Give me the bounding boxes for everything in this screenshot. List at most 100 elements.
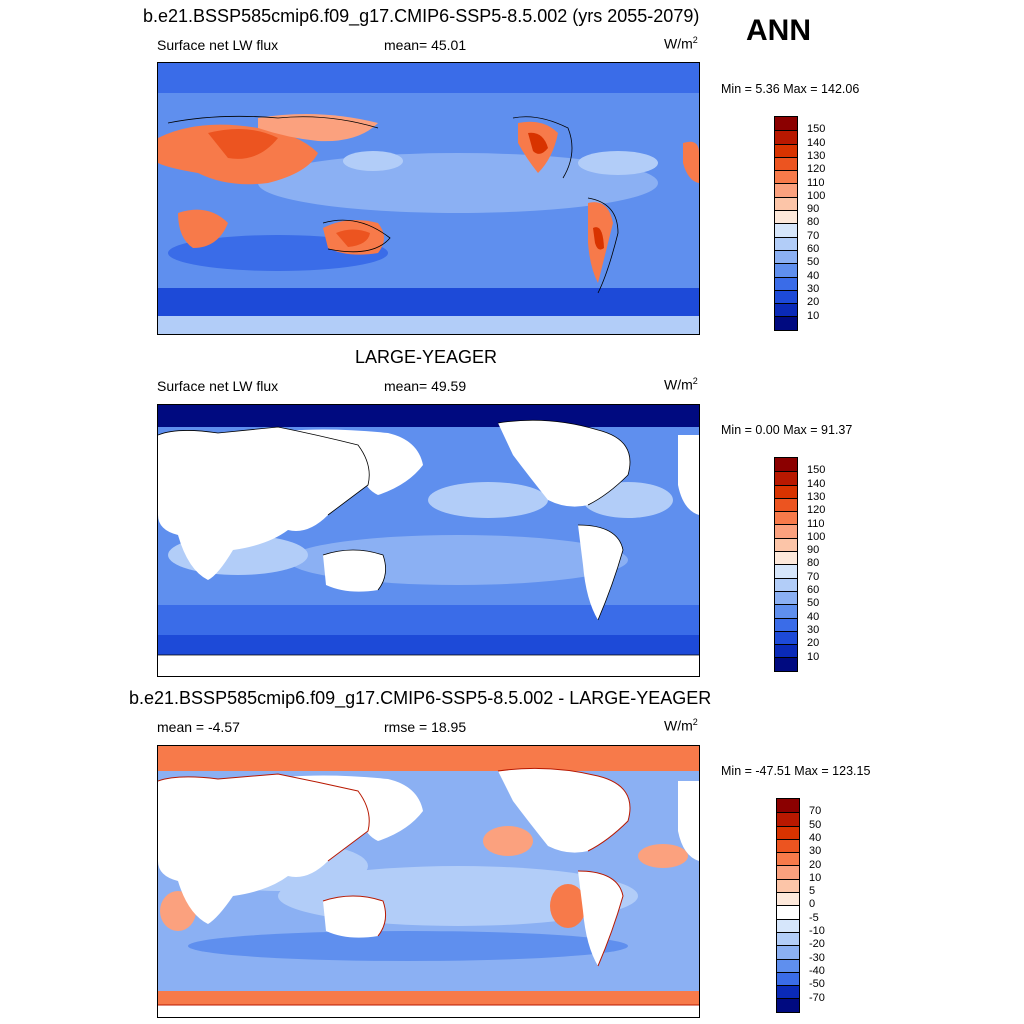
colorbar-label: -30: [809, 951, 825, 964]
colorbar-label: 90: [807, 203, 820, 216]
colorbar-label: 60: [807, 584, 820, 596]
colorbar-swatch: [775, 630, 797, 645]
panel-diff-rmse: rmse = 18.95: [384, 719, 467, 735]
colorbar-swatch: [775, 156, 797, 171]
colorbar-label: 120: [807, 163, 826, 176]
colorbar-swatch: [775, 276, 797, 290]
colorbar-label: 110: [807, 176, 825, 189]
colorbar-label: -20: [809, 938, 825, 951]
colorbar-swatch: [775, 644, 797, 658]
colorbar-swatch: [777, 892, 799, 906]
colorbar-label: 30: [809, 845, 822, 858]
colorbar-label: 5: [809, 885, 816, 898]
colorbar-swatch: [777, 958, 799, 972]
colorbar-swatch: [775, 617, 797, 631]
colorbar-swatch: [777, 918, 799, 932]
colorbar-label: 80: [807, 216, 820, 229]
panel-model-variable: Surface net LW flux: [157, 37, 279, 53]
panel-diff-mean: mean = -4.57: [157, 719, 240, 735]
colorbar-label: -50: [809, 978, 825, 991]
panel-obs-title: LARGE-YEAGER: [355, 347, 498, 367]
colorbar-label: 50: [807, 597, 820, 610]
colorbar-swatch: [777, 998, 799, 1012]
colorbar-label: -5: [809, 911, 819, 924]
colorbar-swatch: [777, 838, 799, 853]
colorbar-swatch: [775, 524, 797, 538]
colorbar-label: 40: [809, 831, 822, 844]
colorbar-label: -10: [809, 925, 825, 937]
colorbar-label: 150: [807, 464, 826, 477]
colorbar-swatch: [775, 564, 797, 578]
colorbar-label: 10: [807, 309, 820, 322]
colorbar-swatch: [775, 604, 797, 618]
colorbar-label: 100: [807, 189, 826, 202]
colorbar-label: 20: [807, 296, 820, 309]
colorbar-swatches: [774, 457, 798, 672]
colorbar-swatch: [775, 577, 797, 591]
colorbar-swatch: [775, 316, 797, 330]
colorbar-label: 80: [807, 557, 820, 570]
colorbar-swatch: [775, 497, 797, 512]
colorbar-label: 100: [807, 530, 826, 543]
colorbar-label: 90: [807, 544, 820, 557]
colorbar-swatch: [777, 931, 799, 946]
colorbar-label: 150: [807, 123, 826, 136]
colorbar-swatch: [775, 657, 797, 671]
colorbar-label: 140: [807, 136, 826, 149]
colorbar-swatch: [775, 236, 797, 250]
colorbar-swatch: [777, 971, 799, 986]
colorbar-swatch: [775, 484, 797, 498]
panel-obs-variable: Surface net LW flux: [157, 378, 279, 394]
colorbar-label: 70: [807, 229, 820, 242]
case-title: b.e21.BSSP585cmip6.f09_g17.CMIP6-SSP5-8.…: [143, 6, 700, 26]
colorbar-swatch: [775, 183, 797, 197]
colorbar-label: 130: [807, 490, 826, 503]
colorbar-swatch: [775, 210, 797, 224]
colorbar-swatch: [777, 852, 799, 866]
panel-model-mean: mean= 45.01: [384, 37, 467, 53]
colorbar-swatch: [777, 905, 799, 919]
colorbar-swatch: [775, 471, 797, 485]
colorbar-label: 70: [809, 805, 822, 818]
colorbar-swatch: [775, 537, 797, 552]
map-diff: [157, 745, 700, 1018]
colorbar-swatch: [777, 985, 799, 999]
colorbar-label: 40: [807, 269, 820, 282]
colorbar-swatch: [775, 117, 797, 131]
colorbar-label: 10: [807, 650, 820, 663]
colorbar-label: 110: [807, 517, 825, 530]
colorbar-swatch: [777, 878, 799, 893]
panel-diff-units: W/m2: [664, 717, 698, 734]
colorbar-swatch: [777, 799, 799, 813]
colorbar-label: 30: [807, 623, 820, 636]
colorbar-swatches: [774, 116, 798, 331]
colorbar-swatch: [775, 551, 797, 565]
panel-diff-title: b.e21.BSSP585cmip6.f09_g17.CMIP6-SSP5-8.…: [129, 688, 712, 708]
map-model: [157, 62, 700, 335]
colorbar-label: 60: [807, 243, 820, 255]
colorbar-label: 70: [807, 570, 820, 583]
colorbar-label: -70: [809, 991, 825, 1004]
panel-obs-minmax: Min = 0.00 Max = 91.37: [721, 423, 853, 437]
colorbar-label: 10: [809, 871, 822, 884]
colorbar-swatches: [776, 798, 800, 1013]
colorbar-label: 120: [807, 504, 826, 517]
panel-model-minmax: Min = 5.36 Max = 142.06: [721, 82, 860, 96]
colorbar-swatch: [775, 303, 797, 317]
colorbar-swatch: [777, 825, 799, 839]
colorbar-swatch: [777, 812, 799, 826]
colorbar-label: 140: [807, 477, 826, 490]
colorbar-swatch: [775, 223, 797, 237]
colorbar-swatch: [777, 945, 799, 959]
panel-obs-units: W/m2: [664, 376, 698, 393]
colorbar-label: 20: [809, 858, 822, 871]
colorbar-swatch: [775, 130, 797, 144]
colorbar-label: 40: [807, 610, 820, 623]
colorbar-label: 50: [809, 818, 822, 831]
colorbar-label: 20: [807, 637, 820, 650]
colorbar-swatch: [775, 196, 797, 211]
panel-model-units: W/m2: [664, 35, 698, 52]
colorbar-swatch: [775, 170, 797, 184]
season-label: ANN: [746, 14, 811, 47]
colorbar-label: -40: [809, 964, 825, 977]
